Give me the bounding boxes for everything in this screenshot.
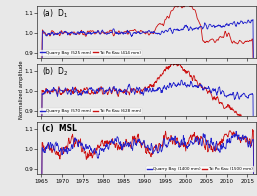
Legend: Quarry Bay (1400 mm), Tai Po Kau (1500 mm): Quarry Bay (1400 mm), Tai Po Kau (1500 m… bbox=[146, 166, 254, 172]
Y-axis label: Normalized amplitude: Normalized amplitude bbox=[19, 61, 24, 120]
Legend: Quarry Bay (570 mm), Tai Po Kau (628 mm): Quarry Bay (570 mm), Tai Po Kau (628 mm) bbox=[39, 108, 142, 114]
Text: (a)  D$_1$: (a) D$_1$ bbox=[42, 7, 68, 20]
Text: (c)  MSL: (c) MSL bbox=[42, 124, 77, 133]
Text: (b)  D$_2$: (b) D$_2$ bbox=[42, 66, 68, 78]
Legend: Quarry Bay (525 mm), Tai Po Kau (414 mm): Quarry Bay (525 mm), Tai Po Kau (414 mm) bbox=[39, 50, 142, 56]
